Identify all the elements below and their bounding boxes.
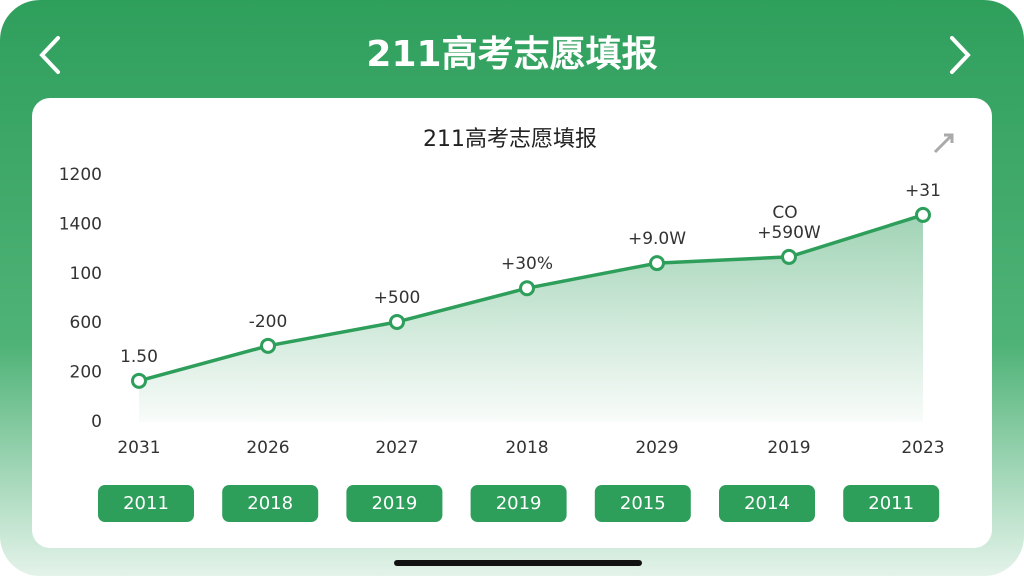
forward-arrow[interactable] (950, 36, 971, 74)
year-button-label[interactable]: 2019 (371, 493, 417, 514)
year-buttons: 2011 2018 2019 2019 2015 2014 2011 (98, 485, 940, 522)
x-tick-label: 2029 (635, 438, 678, 458)
point-note: +9.0W (628, 229, 686, 249)
year-button-label[interactable]: 2015 (620, 493, 666, 514)
point-note: 1.50 (120, 347, 158, 367)
point-note: +590W (757, 223, 821, 243)
point (260, 337, 276, 354)
point-note: +30% (501, 254, 553, 274)
point-note: +31 (905, 181, 941, 201)
plot: 0 200 600 100 1400 1200 2031 2026 2027 2018 2029 20… (59, 165, 945, 458)
x-tick-label: 2023 (901, 438, 944, 458)
header-title: 211高考志愿填报 (366, 34, 657, 75)
area-fill (139, 214, 923, 422)
expand-icon[interactable] (933, 133, 954, 154)
y-tick-label: 0 (91, 412, 102, 432)
year-button-label[interactable]: 2011 (868, 493, 914, 514)
point (131, 372, 147, 389)
point-note: +500 (374, 288, 421, 308)
point (781, 248, 797, 265)
point-note: -200 (249, 312, 288, 332)
year-button-label[interactable]: 2014 (744, 493, 790, 514)
year-button-label[interactable]: 2018 (247, 493, 293, 514)
y-tick-label: 200 (70, 363, 102, 383)
year-button-label[interactable]: 2019 (496, 493, 542, 514)
year-button[interactable] (719, 485, 815, 522)
year-button[interactable] (346, 485, 443, 522)
point (915, 206, 931, 223)
point (649, 255, 665, 272)
y-tick-label: 1200 (59, 165, 102, 185)
x-tick-label: 2026 (246, 438, 289, 458)
x-tick-label: 2027 (375, 438, 418, 458)
y-tick-label: 100 (70, 264, 102, 284)
year-button-label[interactable]: 2011 (123, 493, 169, 514)
year-button[interactable] (470, 485, 567, 522)
home-indicator (394, 560, 642, 566)
year-button[interactable] (594, 485, 691, 522)
year-button[interactable] (98, 485, 194, 522)
annotation: CO (772, 203, 797, 223)
point (519, 280, 535, 297)
y-tick-label: 600 (70, 313, 102, 333)
x-tick-label: 2031 (117, 438, 160, 458)
year-button[interactable] (843, 485, 940, 522)
back-arrow[interactable] (39, 36, 60, 74)
chart-title: 211高考志愿填报 (423, 127, 597, 152)
y-tick-label: 1400 (59, 214, 102, 234)
point (389, 313, 405, 330)
x-tick-label: 2019 (767, 438, 810, 458)
x-tick-label: 2018 (505, 438, 548, 458)
year-button[interactable] (222, 485, 319, 522)
